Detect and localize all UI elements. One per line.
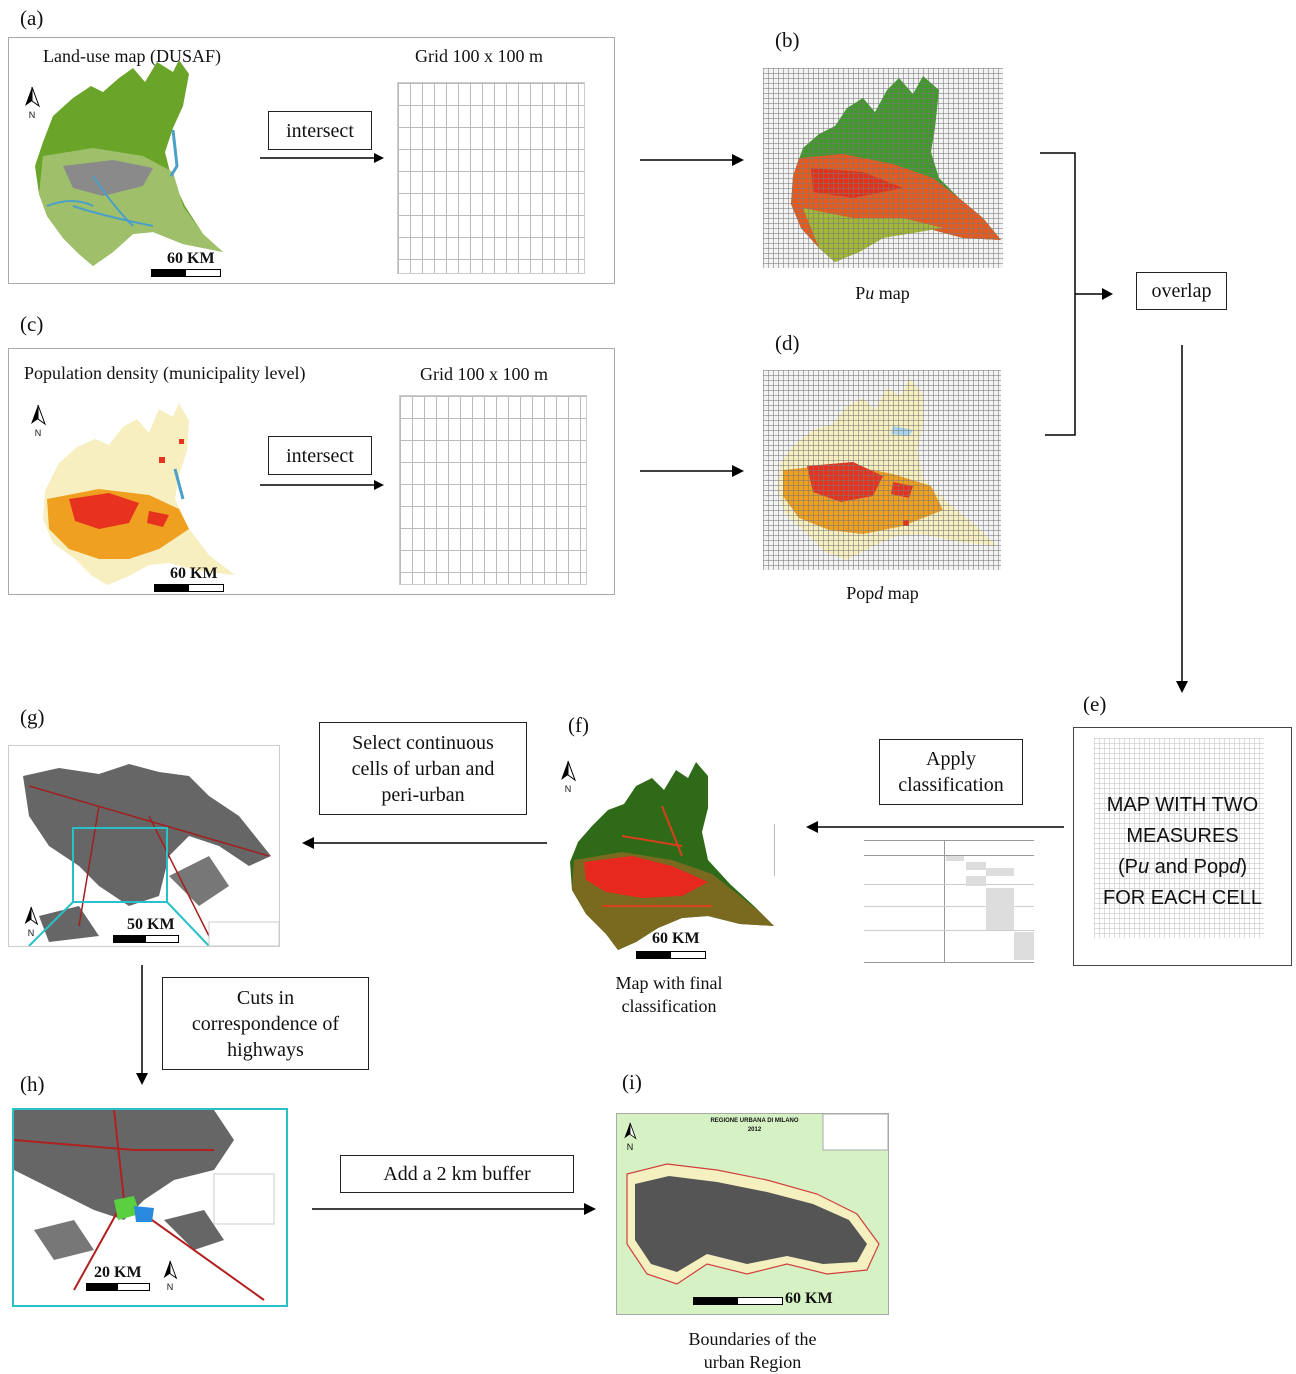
arrow-icon	[260, 480, 384, 490]
panel-e-frame: MAP WITH TWO MEASURES (Pu and Popd) FOR …	[1073, 727, 1292, 966]
classification-table	[864, 840, 1034, 964]
scale-label-i: 60 KM	[785, 1290, 833, 1307]
scale-label-a: 60 KM	[167, 250, 215, 267]
population-density-map	[43, 403, 235, 585]
arrow-icon	[136, 965, 148, 1085]
intersect-box-a: intersect	[268, 111, 372, 150]
panel-label-d: (d)	[775, 331, 800, 355]
scale-bar-c	[154, 584, 224, 592]
apply-classification-box: Apply classification	[879, 739, 1023, 805]
panel-label-i: (i)	[622, 1070, 642, 1094]
panel-i-frame: REGIONE URBANA DI MILANO 2012 N 60 KM	[616, 1113, 889, 1315]
highway-cuts-map	[14, 1110, 275, 1301]
pu-map	[763, 68, 1003, 268]
scale-bar-g	[113, 935, 179, 943]
arrow-icon	[640, 154, 744, 166]
scale-bar-h	[86, 1283, 150, 1291]
arrow-icon	[640, 465, 744, 477]
arrow-icon	[1176, 345, 1188, 693]
grid-c	[399, 395, 587, 585]
intersect-box-c: intersect	[268, 436, 372, 475]
panel-label-f: (f)	[568, 713, 589, 737]
panel-label-a: (a)	[20, 6, 44, 30]
panel-g-frame: N 50 KM	[8, 745, 280, 947]
cuts-highways-box: Cuts in correspondence of highways	[162, 977, 369, 1070]
two-measures-text: MAP WITH TWO MEASURES (Pu and Popd) FOR …	[1103, 794, 1262, 909]
panel-a-frame: Land-use map (DUSAF) Grid 100 x 100 m N …	[8, 37, 615, 284]
panel-label-h: (h)	[20, 1072, 45, 1096]
select-continuous-box: Select continuous cells of urban and peri-…	[319, 722, 527, 815]
grid-title-a: Grid 100 x 100 m	[415, 46, 543, 66]
scale-bar-a	[151, 269, 221, 277]
arrow-icon	[806, 821, 1064, 833]
urban-region-map	[626, 1114, 888, 1285]
arrow-icon	[302, 837, 547, 849]
scale-label-f: 60 KM	[652, 930, 700, 947]
urban-region-map-title: REGIONE URBANA DI MILANO 2012	[710, 1118, 799, 1133]
arrow-icon	[260, 153, 384, 163]
grid-title-c: Grid 100 x 100 m	[420, 364, 548, 384]
north-arrow-icon: N	[21, 86, 43, 120]
grid-a	[397, 82, 585, 274]
add-buffer-box: Add a 2 km buffer	[340, 1155, 574, 1193]
north-arrow-icon: N	[621, 1122, 639, 1152]
panel-label-e: (e)	[1083, 692, 1107, 716]
land-use-map	[35, 60, 223, 266]
land-use-map-title: Land-use map (DUSAF)	[43, 46, 221, 66]
north-arrow-icon: N	[160, 1260, 180, 1292]
popd-map-caption: Popd map	[846, 583, 919, 603]
panel-h-frame: 20 KM N	[12, 1108, 288, 1307]
north-arrow-icon: N	[557, 760, 579, 794]
panel-label-g: (g)	[20, 705, 45, 729]
scale-label-h: 20 KM	[94, 1264, 142, 1282]
merge-bracket	[1040, 152, 1113, 436]
scale-bar-i	[693, 1297, 783, 1305]
urban-region-caption: Boundaries of the urban Region	[688, 1329, 817, 1372]
panel-label-b: (b)	[775, 28, 800, 52]
north-arrow-icon: N	[21, 906, 41, 938]
popd-map	[763, 370, 1001, 570]
population-density-title: Population density (municipality level)	[24, 363, 306, 383]
urban-cells-map	[23, 764, 279, 946]
overlap-box: overlap	[1136, 272, 1227, 310]
panel-label-c: (c)	[20, 312, 44, 336]
scale-label-g: 50 KM	[127, 916, 175, 934]
arrow-icon	[312, 1203, 596, 1215]
north-arrow-icon: N	[27, 404, 49, 438]
final-classification-map	[570, 762, 774, 950]
divider	[774, 824, 775, 876]
final-classification-caption: Map with final classification	[615, 973, 723, 1016]
pu-map-caption: Pu map	[855, 283, 910, 303]
scale-bar-f	[636, 951, 706, 959]
scale-label-c: 60 KM	[170, 565, 218, 582]
